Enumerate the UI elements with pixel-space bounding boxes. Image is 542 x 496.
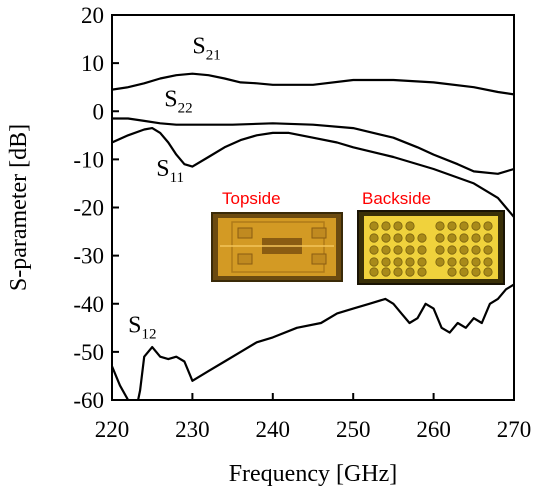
x-tick-label: 270 [497,417,532,442]
curve-label-s22: S22 [164,86,192,116]
backside-chip-photo: Backside [357,189,505,285]
y-tick-label: -20 [73,196,104,221]
x-tick-label: 250 [336,417,371,442]
series-line-s21 [112,72,514,96]
x-tick-label: 230 [175,417,210,442]
via-array [369,221,493,277]
y-tick-label: 0 [93,99,105,124]
x-tick-label: 220 [95,417,130,442]
y-tick-label: -10 [73,147,104,172]
plot-frame [111,14,515,401]
series-line-s12 [112,283,514,400]
y-tick-label: 10 [81,51,104,76]
x-axis-title: Frequency [GHz] [229,461,398,487]
x-tick-label: 260 [416,417,451,442]
y-tick-label: -30 [73,244,104,269]
axis-ticks: 20 10 0 -10 -20 -30 -40 -50 -60 220 230 240 250 260 27… [6,3,531,487]
topside-chip-photo: Topside [211,189,343,282]
y-tick-label: -60 [73,388,104,413]
x-tick-label: 240 [256,417,291,442]
series-layer [112,72,514,400]
curve-label-s21: S21 [192,34,220,64]
curve-label-s11: S11 [156,156,184,186]
curve-label-s12: S12 [128,313,156,343]
y-tick-label: -50 [73,340,104,365]
y-tick-label: -40 [73,292,104,317]
y-axis-title: S-parameter [dB] [6,124,32,291]
backside-caption: Backside [362,189,431,208]
series-line-s22 [112,117,514,175]
series-line-s11 [112,127,514,218]
topside-caption: Topside [222,189,281,208]
y-tick-label: 20 [81,3,104,28]
